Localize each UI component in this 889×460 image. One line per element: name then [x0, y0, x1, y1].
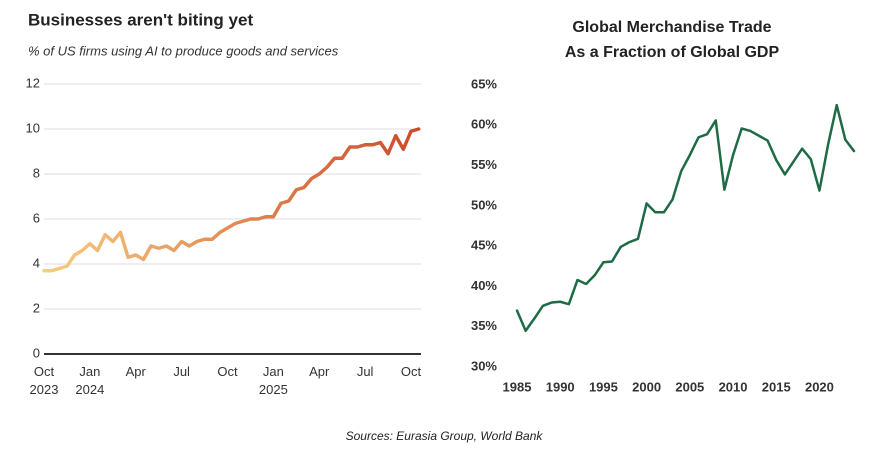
x-tick-label: 1990: [546, 379, 575, 394]
y-tick-label: 50%: [471, 197, 497, 212]
x-tick-label: 2015: [762, 379, 791, 394]
y-tick-label: 12: [26, 75, 40, 90]
chart-title: As a Fraction of Global GDP: [565, 44, 780, 61]
data-line: [42, 127, 421, 273]
source-note: Sources: Eurasia Group, World Bank: [346, 429, 544, 443]
data-line: [515, 103, 856, 332]
x-tick-label: 2000: [632, 379, 661, 394]
x-tick-label: 2005: [675, 379, 704, 394]
chart-title: Global Merchandise Trade: [572, 19, 771, 36]
x-tick-label: Jul: [356, 364, 374, 379]
x-tick-label: 2010: [719, 379, 748, 394]
chart-subtitle: % of US firms using AI to produce goods …: [28, 43, 339, 58]
chart-title: Businesses aren't biting yet: [28, 10, 253, 29]
y-tick-label: 0: [33, 345, 40, 360]
y-tick-label: 45%: [471, 238, 497, 253]
y-tick-label: 6: [33, 210, 40, 225]
y-tick-label: 40%: [471, 278, 497, 293]
y-tick-label: 8: [33, 165, 40, 180]
x-tick-label: Apr: [309, 364, 330, 379]
y-tick-label: 30%: [471, 358, 497, 373]
x-tick-label: Jan 2025: [258, 364, 288, 397]
x-tick-label: 2020: [805, 379, 834, 394]
x-tick-label: Oct: [400, 364, 422, 379]
y-tick-label: 60%: [471, 117, 497, 132]
x-tick-label: Jan 2024: [75, 364, 105, 397]
x-tick-label: Oct 2023: [29, 364, 59, 397]
y-tick-label: 10: [26, 120, 40, 135]
y-tick-label: 35%: [471, 318, 497, 333]
y-tick-label: 2: [33, 300, 40, 315]
x-tick-label: 1985: [503, 379, 532, 394]
x-tick-label: Oct: [217, 364, 238, 379]
y-tick-label: 4: [33, 255, 40, 270]
x-tick-label: Jul: [173, 364, 190, 379]
x-tick-label: 1995: [589, 379, 618, 394]
y-tick-label: 55%: [471, 157, 497, 172]
x-tick-label: Apr: [125, 364, 146, 379]
y-tick-label: 65%: [471, 76, 497, 91]
